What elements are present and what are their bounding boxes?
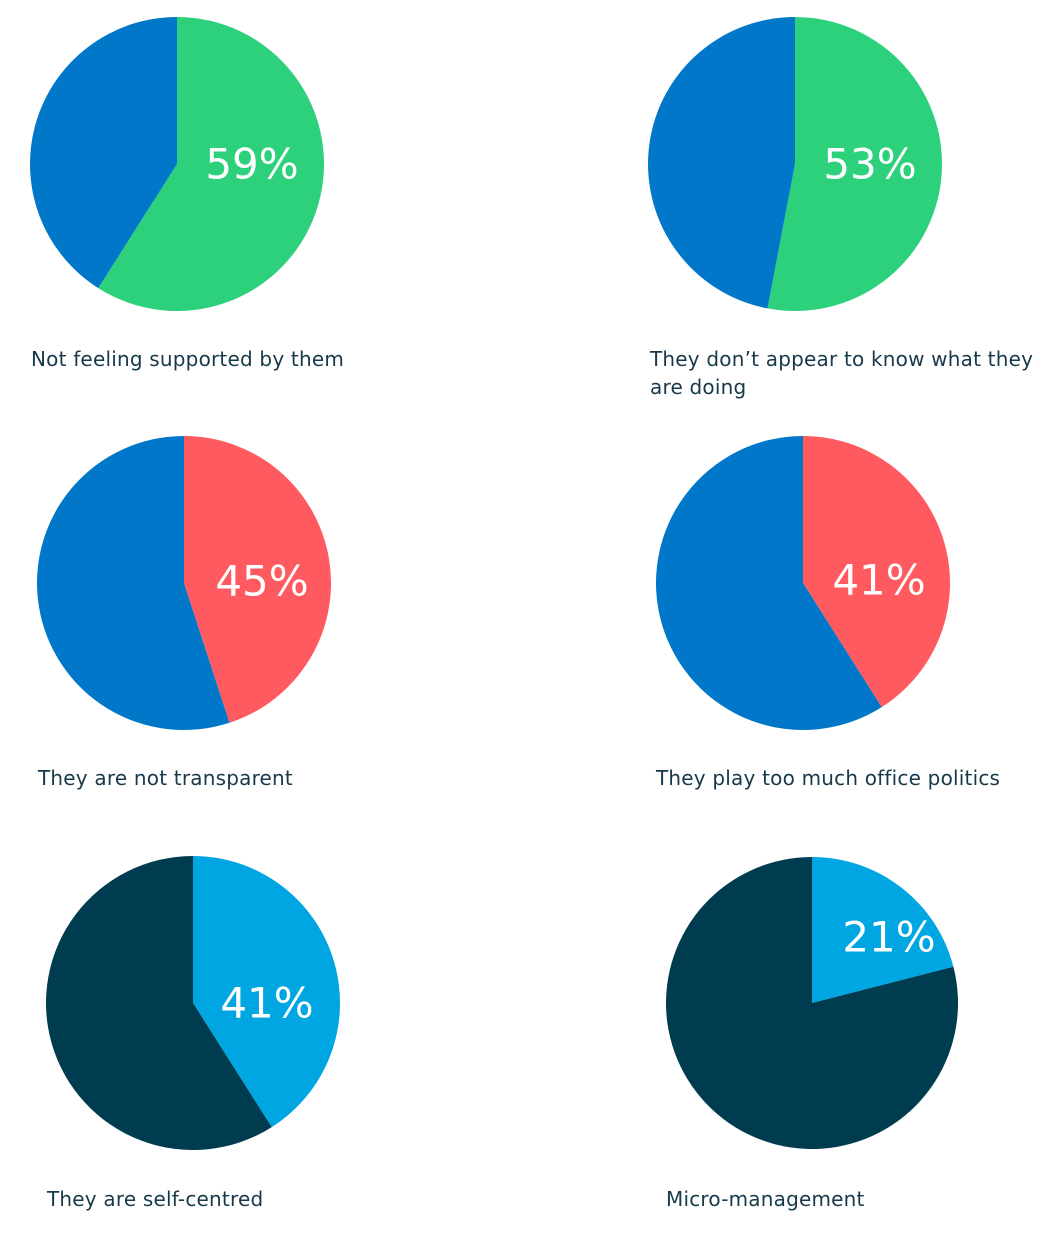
pie-2-percent-label: 53% [823,140,916,189]
pie-1-caption: Not feeling supported by them [31,347,345,371]
pie-2-slice-1 [767,17,942,312]
pie-5-svg: 41% [45,856,340,1150]
pie-5-caption: They are self-centred [47,1187,264,1211]
pie-4-caption: They play too much office politics [656,766,1001,790]
pie-chart-6: 21% [666,856,966,1156]
pie-6-percent-label: 21% [842,913,935,962]
pie-3-percent-label: 45% [215,557,308,606]
pie-chart-2: 53% [647,17,948,317]
pie-4-percent-label: 41% [832,556,925,605]
pie-2-svg: 53% [647,17,942,312]
pie-6-svg: 21% [666,857,958,1149]
pie-1-slice-1 [98,17,324,311]
pie-3-svg: 45% [36,436,331,730]
pie-2-slice-2 [647,17,795,309]
pie-chart-5: 41% [45,856,346,1156]
pie-5-slice-1 [193,856,340,1128]
pie-4-svg: 41% [655,436,950,730]
pie-3-slice-1 [184,436,331,723]
pie-chart-4: 41% [655,436,956,736]
pie-4-slice-1 [803,436,950,708]
pie-1-svg: 59% [30,17,324,311]
pie-2-caption: They don’t appear to know what they are … [650,347,1034,399]
pie-6-slice-2 [666,857,958,1149]
pie-1-slice-2 [30,17,177,289]
pie-chart-3: 45% [36,436,337,736]
pie-5-slice-2 [45,856,272,1150]
pie-1-percent-label: 59% [205,140,298,189]
pie-4-slice-2 [655,436,882,730]
pie-5-percent-label: 41% [220,979,313,1028]
pie-3-caption: They are not transparent [38,766,293,790]
pie-chart-1: 59% [30,17,330,317]
pie-3-slice-2 [36,436,230,730]
pie-6-caption: Micro-management [666,1187,865,1211]
pie-6-slice-1 [812,857,954,1003]
